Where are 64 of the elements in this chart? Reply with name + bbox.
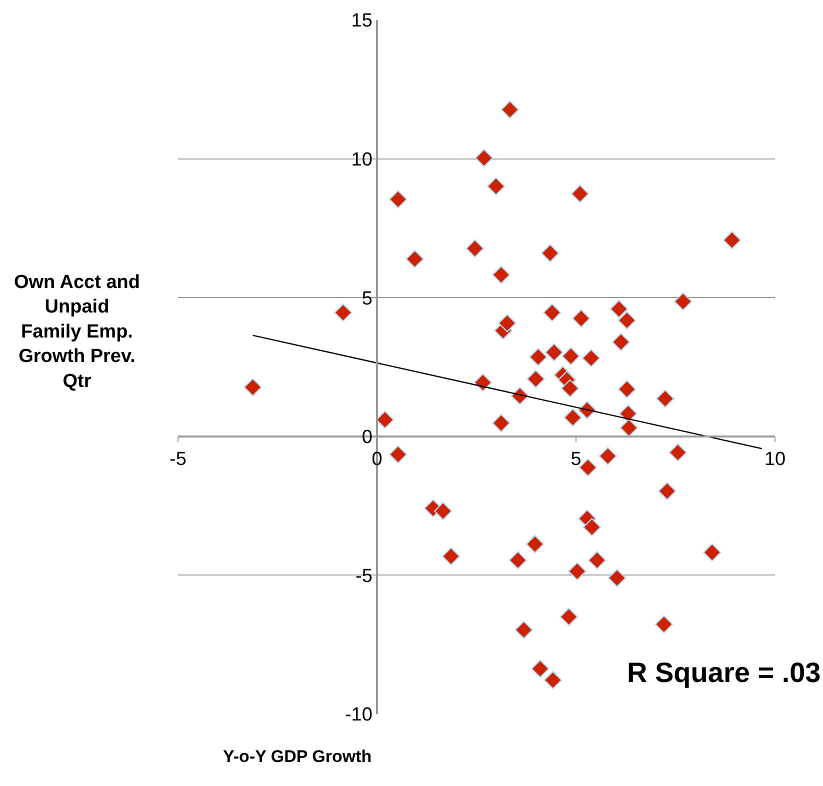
point [508, 551, 527, 570]
point [608, 568, 626, 588]
point [389, 190, 408, 208]
point [618, 380, 636, 398]
point [674, 292, 692, 311]
point [619, 404, 638, 423]
point [376, 410, 394, 429]
point [568, 562, 586, 580]
point [612, 332, 630, 352]
point [610, 300, 628, 318]
point [658, 482, 676, 500]
point [541, 244, 560, 262]
point [588, 551, 606, 570]
point [514, 620, 533, 639]
point [570, 184, 590, 203]
point [244, 378, 262, 396]
y-tick-label: -10 [344, 704, 372, 726]
point [544, 671, 562, 690]
point [560, 608, 578, 626]
y-tick-label: -5 [356, 566, 372, 587]
point [334, 304, 352, 322]
point [526, 535, 544, 554]
point [526, 370, 545, 388]
y-tick-label: 5 [362, 288, 372, 310]
point [500, 100, 519, 119]
point [564, 408, 582, 427]
point [389, 445, 408, 464]
point [475, 148, 494, 168]
point [442, 547, 460, 566]
point [531, 660, 550, 678]
point [572, 309, 590, 328]
y-tick-label: 0 [362, 427, 372, 448]
point [466, 239, 484, 258]
point [656, 390, 674, 408]
point [543, 304, 562, 322]
annotation: R Square = .03 [627, 657, 821, 688]
point [618, 311, 636, 330]
y-tick-label: 15 [351, 10, 372, 32]
point [434, 502, 452, 520]
y-axis-title: Own Acct and Unpaid Family Emp. Growth Prev. Qtr [14, 272, 140, 392]
point [474, 374, 492, 392]
point [406, 250, 424, 268]
point [578, 458, 597, 477]
point [529, 348, 548, 366]
point [582, 349, 600, 368]
x-tick-label: -5 [170, 448, 186, 470]
point [545, 343, 564, 362]
point [486, 177, 506, 196]
point [492, 266, 510, 284]
x-tick-label: 10 [764, 448, 786, 470]
point [498, 314, 516, 332]
point [562, 347, 580, 366]
point [703, 543, 722, 562]
point [560, 379, 580, 398]
point [492, 414, 510, 432]
y-tick-label: 10 [351, 149, 372, 170]
point [668, 443, 687, 462]
point [654, 615, 674, 634]
x-tick-label: 5 [570, 448, 582, 470]
point [598, 447, 617, 466]
point [722, 231, 742, 250]
point [620, 418, 638, 437]
x-axis-title: Y-o-Y GDP Growth [223, 747, 372, 766]
point [582, 518, 601, 536]
